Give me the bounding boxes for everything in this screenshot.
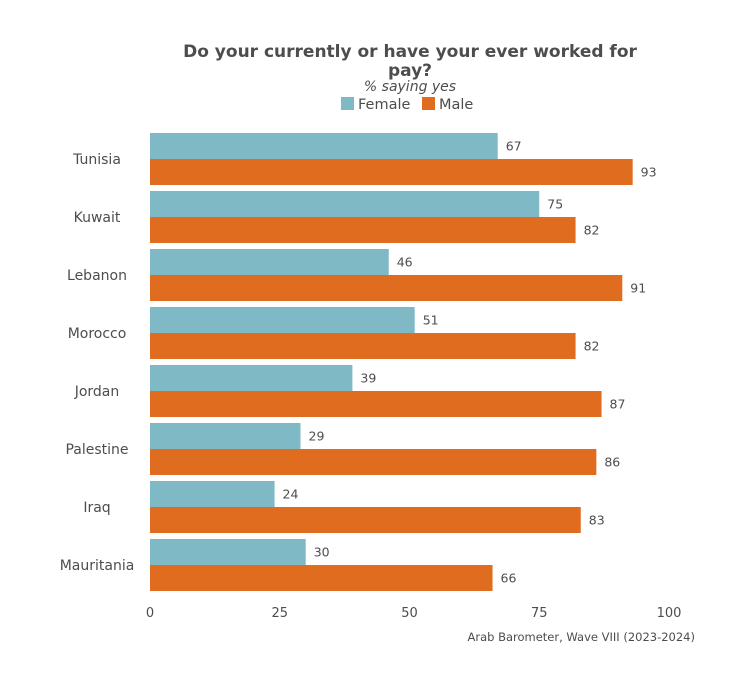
x-tick-label-75: 75 — [531, 606, 548, 621]
source-note: Arab Barometer, Wave VIII (2023-2024) — [467, 630, 695, 644]
bar-female-palestine — [150, 423, 301, 449]
data-label-female-jordan: 39 — [360, 371, 376, 386]
x-tick-label-50: 50 — [401, 606, 418, 621]
category-label-morocco: Morocco — [68, 326, 127, 342]
bar-male-tunisia — [150, 159, 633, 185]
data-label-male-palestine: 86 — [604, 455, 620, 470]
data-label-male-lebanon: 91 — [630, 281, 646, 296]
chart-subtitle: % saying yes — [364, 79, 456, 95]
x-tick-label-0: 0 — [146, 606, 154, 621]
data-label-male-jordan: 87 — [610, 397, 626, 412]
category-label-lebanon: Lebanon — [67, 268, 127, 284]
chart-title-line-2: pay? — [388, 61, 432, 81]
data-label-female-kuwait: 75 — [547, 197, 563, 212]
data-label-female-mauritania: 30 — [314, 545, 330, 560]
bar-female-kuwait — [150, 191, 540, 217]
bar-female-iraq — [150, 481, 275, 507]
data-label-female-morocco: 51 — [423, 313, 439, 328]
x-tick-label-25: 25 — [271, 606, 288, 621]
bar-male-mauritania — [150, 565, 493, 591]
data-label-male-tunisia: 93 — [641, 165, 657, 180]
legend-swatch-female — [341, 97, 354, 110]
category-label-jordan: Jordan — [74, 384, 120, 400]
bar-female-jordan — [150, 365, 353, 391]
data-label-male-kuwait: 82 — [584, 223, 600, 238]
category-label-tunisia: Tunisia — [72, 152, 121, 168]
bar-male-iraq — [150, 507, 581, 533]
data-label-female-palestine: 29 — [309, 429, 325, 444]
legend-label-male: Male — [439, 97, 473, 113]
bar-female-lebanon — [150, 249, 389, 275]
category-label-kuwait: Kuwait — [74, 210, 121, 226]
bar-male-lebanon — [150, 275, 623, 301]
bar-female-mauritania — [150, 539, 306, 565]
bars-group: 67 93 75 82 46 91 51 82 39 87 29 86 24 83 30 66 — [150, 133, 657, 591]
category-label-palestine: Palestine — [65, 442, 128, 458]
data-label-male-iraq: 83 — [589, 513, 605, 528]
data-label-male-mauritania: 66 — [501, 571, 517, 586]
data-label-female-iraq: 24 — [283, 487, 299, 502]
chart-title-line-1: Do your currently or have your ever work… — [183, 42, 637, 62]
legend-swatch-male — [422, 97, 435, 110]
legend-label-female: Female — [358, 97, 411, 113]
x-tick-label-100: 100 — [657, 606, 682, 621]
data-label-female-tunisia: 67 — [506, 139, 522, 154]
data-label-male-morocco: 82 — [584, 339, 600, 354]
bar-female-tunisia — [150, 133, 498, 159]
x-axis-ticks: 0 25 50 75 100 — [146, 606, 682, 621]
legend: Female Male — [341, 97, 473, 113]
bar-male-morocco — [150, 333, 576, 359]
category-label-iraq: Iraq — [83, 500, 110, 516]
data-label-female-lebanon: 46 — [397, 255, 413, 270]
category-label-mauritania: Mauritania — [60, 558, 135, 574]
bar-male-jordan — [150, 391, 602, 417]
bar-male-palestine — [150, 449, 597, 475]
bar-male-kuwait — [150, 217, 576, 243]
bar-female-morocco — [150, 307, 415, 333]
category-labels: Tunisia Kuwait Lebanon Morocco Jordan Palesti… — [60, 152, 135, 574]
